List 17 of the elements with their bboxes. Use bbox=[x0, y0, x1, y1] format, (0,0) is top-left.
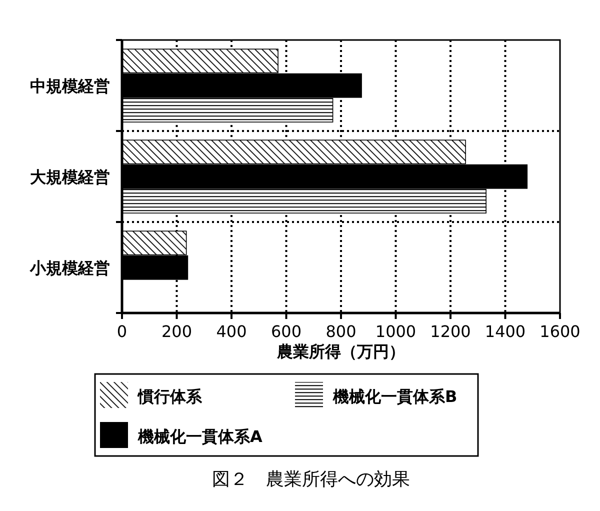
legend-label: 機械化一貫体系A bbox=[137, 427, 263, 446]
y-tick-label: 大規模経営 bbox=[30, 168, 110, 186]
x-tick-label: 1400 bbox=[484, 322, 526, 341]
x-tick-label: 1600 bbox=[540, 322, 580, 341]
x-tick-label: 400 bbox=[216, 322, 247, 341]
text: 図２ 農業所得への効果 bbox=[212, 469, 410, 490]
legend-label: 慣行体系 bbox=[137, 387, 203, 406]
x-tick-label: 200 bbox=[161, 322, 192, 341]
x-tick-label: 600 bbox=[270, 322, 302, 341]
y-tick-label: 小規模経営 bbox=[29, 258, 110, 278]
x-axis-title: 農業所得（万円） bbox=[276, 342, 405, 361]
x-tick-label: 1200 bbox=[430, 322, 471, 341]
x-tick-label: 1000 bbox=[375, 322, 416, 341]
x-tick-label: 0 bbox=[116, 322, 128, 341]
legend-label: 機械化一貫体系B bbox=[332, 387, 458, 406]
x-tick-label: 800 bbox=[326, 322, 356, 341]
y-tick-label: 中規模経営 bbox=[30, 76, 110, 96]
